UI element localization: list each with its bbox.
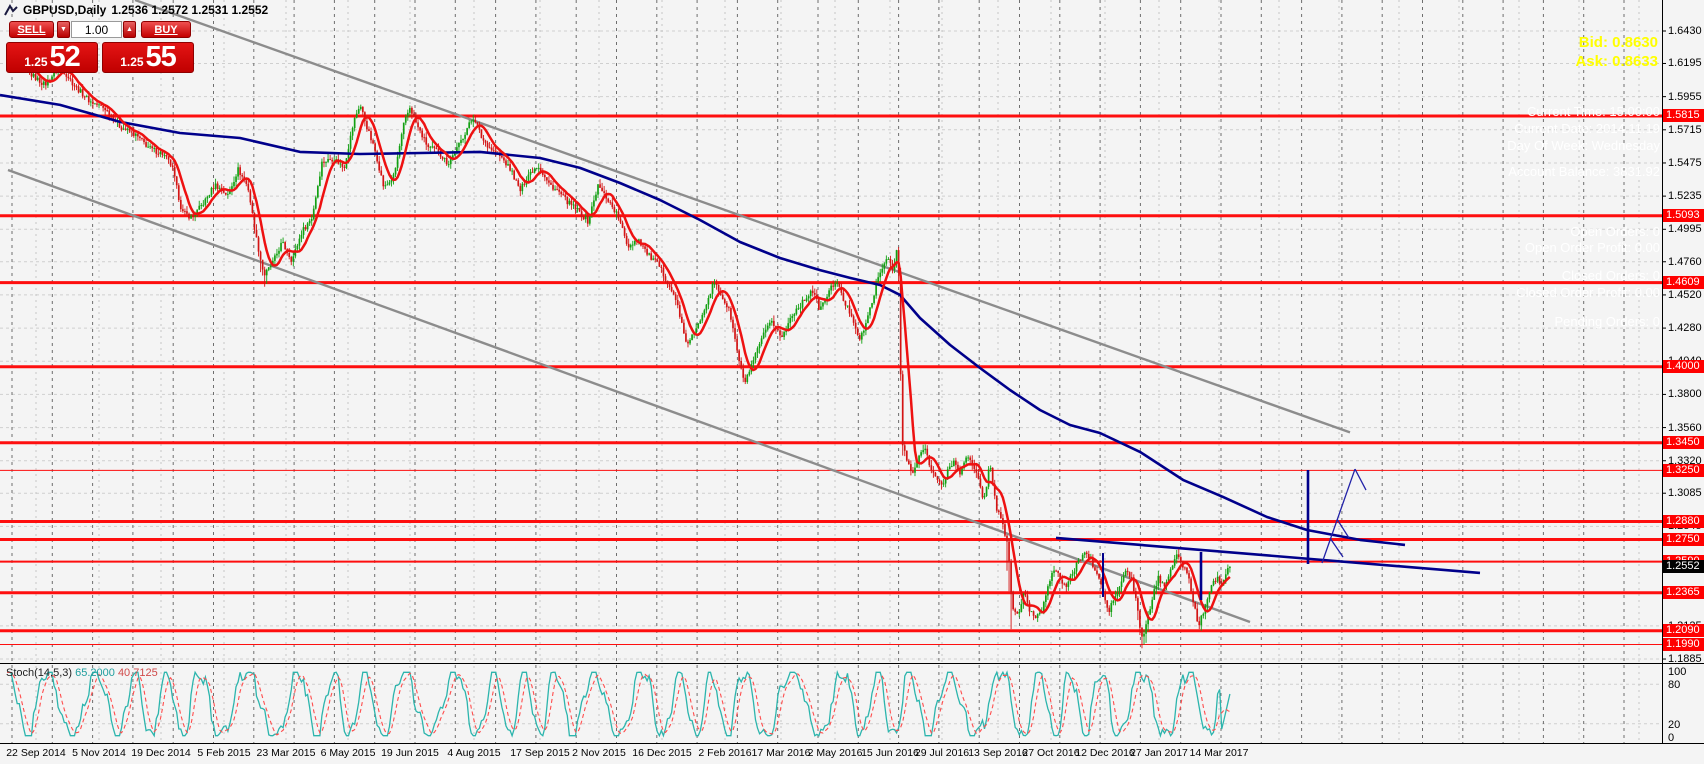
date-tick-label: 19 Jun 2015: [381, 747, 439, 759]
stoch-d-value: 40.7125: [117, 667, 158, 679]
current-price-box: 1.2552: [1663, 560, 1704, 574]
price-tick-label: 1.4995: [1668, 223, 1702, 236]
trend-line: [1055, 536, 1481, 575]
date-tick-label: 15 Jun 2016: [861, 747, 919, 759]
level-price-box: 1.2750: [1663, 533, 1704, 546]
trend-line: [7, 168, 1251, 624]
buy-price-base: 1.25: [120, 55, 144, 69]
chart-icon: [4, 4, 18, 16]
volume-increase-button[interactable]: ▲: [123, 21, 136, 38]
trend-line: [134, 0, 1351, 434]
zigzag-projection-line: [1329, 537, 1344, 558]
price-tick-label: 1.3320: [1668, 454, 1702, 467]
date-tick-label: 4 Aug 2015: [447, 747, 501, 759]
info-overlay-line: Open Orders: 0: [1570, 224, 1660, 239]
stochastic-d-line: [7, 671, 1231, 736]
chevron-up-icon: ▲: [126, 26, 133, 33]
level-price-box: 1.3450: [1663, 436, 1704, 450]
sell-button[interactable]: SELL: [9, 21, 54, 38]
date-tick-label: 17 Sep 2015: [510, 747, 570, 759]
date-tick-label: 13 Sep 2016: [968, 747, 1028, 759]
price-tick-label: 1.4760: [1668, 255, 1702, 268]
chart-title-bar: GBPUSD,Daily 1.2536 1.2572 1.2531 1.2552: [4, 2, 268, 18]
price-tick-label: 1.3560: [1668, 421, 1702, 434]
chart-symbol-title: GBPUSD,Daily: [23, 3, 107, 17]
level-price-box: 1.5815: [1663, 109, 1704, 123]
zigzag-projection-line: [1336, 518, 1350, 539]
date-tick-label: 6 May 2015: [320, 747, 376, 759]
price-tick-label: 1.1885: [1668, 653, 1702, 666]
zigzag-projection-line: [1354, 468, 1367, 491]
stochastic-indicator-label: Stoch(14,5,3) 65.2000 40.7125: [6, 667, 158, 679]
info-overlay-line: Account Balance: 3831.92: [1508, 164, 1660, 179]
date-tick-label: 16 Dec 2015: [632, 747, 692, 759]
volume-input[interactable]: [71, 21, 122, 38]
date-tick-label: 27 Oct 2016: [1022, 747, 1080, 759]
volume-decrease-button[interactable]: ▼: [57, 21, 70, 38]
date-tick-label: 14 Mar 2017: [1189, 747, 1249, 759]
ask-value: Ask: 0.8633: [1575, 53, 1658, 70]
slow-moving-average-line: [0, 93, 1406, 547]
sell-price-panel[interactable]: 1.25 52: [6, 42, 98, 73]
stoch-k-value: 65.2000: [75, 667, 115, 679]
price-tick-label: 1.5475: [1668, 156, 1702, 169]
level-price-box: 1.3250: [1663, 463, 1704, 477]
stoch-scale-label: 100: [1668, 666, 1687, 678]
price-tick-label: 1.4280: [1668, 322, 1702, 335]
date-tick-label: 2 Feb 2016: [698, 747, 752, 759]
info-overlay-line: Current Date: 2014.11.19: [1514, 121, 1660, 136]
stoch-scale-label: 80: [1668, 679, 1681, 692]
buy-price-pips: 55: [145, 41, 177, 73]
price-tick-label: 1.5955: [1668, 90, 1702, 103]
date-tick-label: 5 Nov 2014: [72, 747, 126, 759]
date-tick-label: 23 Mar 2015: [256, 747, 316, 759]
level-price-box: 1.1990: [1663, 638, 1704, 652]
level-price-box: 1.2880: [1663, 515, 1704, 529]
info-overlay-line: Open Order Profit: 0.00: [1524, 240, 1660, 255]
info-overlay-line: Pending Orders: 0: [1554, 314, 1660, 329]
date-tick-label: 29 Jul 2016: [914, 747, 970, 759]
buy-price-panel[interactable]: 1.25 55: [102, 42, 194, 73]
date-tick-label: 12 Dec 2016: [1075, 747, 1135, 759]
bid-value: Bid: 0.8630: [1578, 34, 1658, 51]
date-tick-label: 5 Feb 2015: [197, 747, 251, 759]
price-tick-label: 1.6430: [1668, 25, 1702, 37]
level-price-box: 1.4000: [1663, 360, 1704, 374]
stoch-scale-label: 20: [1668, 718, 1681, 731]
price-tick-label: 1.3085: [1668, 487, 1702, 500]
level-price-box: 1.5093: [1663, 209, 1704, 223]
date-tick-label: 22 Sep 2014: [6, 747, 66, 759]
stochastic-k-line: [7, 670, 1231, 738]
info-overlay-line: Day Of Week: Wednesday: [1507, 138, 1660, 153]
info-overlay-line: Current Time: 15:00:00: [1527, 104, 1660, 119]
fast-moving-average-line: [6, 52, 1231, 621]
level-price-box: 1.4609: [1663, 276, 1704, 290]
level-price-box: 1.2365: [1663, 586, 1704, 600]
date-tick-label: 2 May 2016: [807, 747, 863, 759]
price-tick-label: 1.4520: [1668, 288, 1702, 301]
price-tick-label: 1.3800: [1668, 388, 1702, 401]
zigzag-projection-line: [1321, 468, 1356, 564]
info-overlay-line: Closed Orders: 0: [1561, 268, 1660, 283]
bid-ask-overlay: Bid: 0.8630 Ask: 0.8633: [1575, 33, 1658, 71]
sell-price-base: 1.25: [24, 55, 48, 69]
stoch-name: Stoch(14,5,3): [6, 667, 73, 679]
date-tick-label: 27 Jan 2017: [1130, 747, 1188, 759]
price-tick-label: 1.5715: [1668, 123, 1702, 136]
candlesticks: [6, 47, 1231, 649]
sell-price-pips: 52: [49, 41, 81, 73]
price-tick-label: 1.6195: [1668, 57, 1702, 70]
chevron-down-icon: ▼: [60, 26, 67, 33]
chart-ohlc-values: 1.2536 1.2572 1.2531 1.2552: [111, 3, 269, 17]
info-overlay-line: Closed Order Profit: 0.00: [1516, 285, 1660, 300]
date-tick-label: 2 Nov 2015: [572, 747, 626, 759]
date-tick-label: 17 Mar 2016: [751, 747, 811, 759]
date-tick-label: 19 Dec 2014: [131, 747, 191, 759]
buy-button[interactable]: BUY: [141, 21, 191, 38]
price-tick-label: 1.5235: [1668, 190, 1702, 203]
stoch-scale-label: 0: [1668, 732, 1675, 744]
level-price-box: 1.2090: [1663, 624, 1704, 638]
